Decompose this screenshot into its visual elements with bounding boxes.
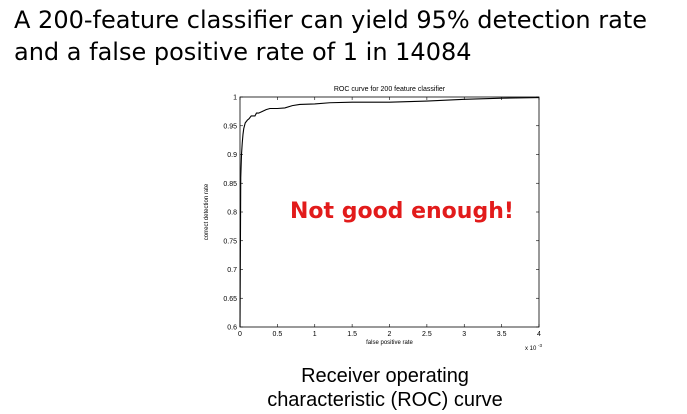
x-tick-label: 0.5 (273, 331, 283, 338)
x-tick-label: 0 (238, 331, 242, 338)
chart-title: ROC curve for 200 feature classifier (334, 86, 446, 93)
x-axis-multiplier: x 10 -3 (525, 343, 543, 352)
x-axis-multiplier-exponent: -3 (538, 343, 542, 348)
y-tick-label: 0.6 (227, 325, 237, 332)
x-axis-label: false positive rate (366, 340, 413, 346)
roc-series-line (239, 97, 540, 328)
x-tick-label: 3 (462, 331, 466, 338)
y-tick-label: 1 (233, 95, 237, 102)
y-tick-labels: 0.6 0.65 0.7 0.75 0.8 0.85 0.9 0.95 1 (223, 95, 237, 332)
y-tick-label: 0.75 (223, 238, 237, 245)
y-tick-label: 0.8 (227, 210, 237, 217)
x-tick-label: 1.5 (347, 331, 357, 338)
not-good-enough-callout: Not good enough! (290, 199, 514, 224)
caption-line-1: Receiver operating (301, 365, 469, 387)
x-tick-labels: 0 0.5 1 1.5 2 2.5 3 3.5 4 (238, 331, 541, 338)
y-tick-label: 0.9 (227, 152, 237, 159)
x-tick-label: 1 (313, 331, 317, 338)
x-tick-label: 2 (388, 331, 392, 338)
caption-line-2: characteristic (ROC) curve (267, 389, 503, 411)
y-tick-label: 0.95 (223, 123, 237, 130)
y-tick-label: 0.85 (223, 181, 237, 188)
x-axis-multiplier-base: x 10 (525, 346, 537, 352)
y-tick-label: 0.7 (227, 267, 237, 274)
x-tick-label: 3.5 (497, 331, 507, 338)
x-tick-label: 4 (537, 331, 541, 338)
figure-caption: Receiver operating characteristic (ROC) … (250, 364, 520, 412)
slide-headline: A 200-feature classifier can yield 95% d… (14, 6, 648, 66)
x-tick-label: 2.5 (422, 331, 432, 338)
axis-ticks (239, 96, 540, 328)
y-axis-label: correct detection rate (204, 183, 210, 240)
y-tick-label: 0.65 (223, 296, 237, 303)
